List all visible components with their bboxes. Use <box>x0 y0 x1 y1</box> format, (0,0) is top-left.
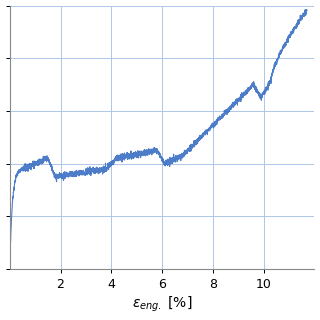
X-axis label: $\varepsilon_{eng.}$ [%]: $\varepsilon_{eng.}$ [%] <box>132 295 192 315</box>
